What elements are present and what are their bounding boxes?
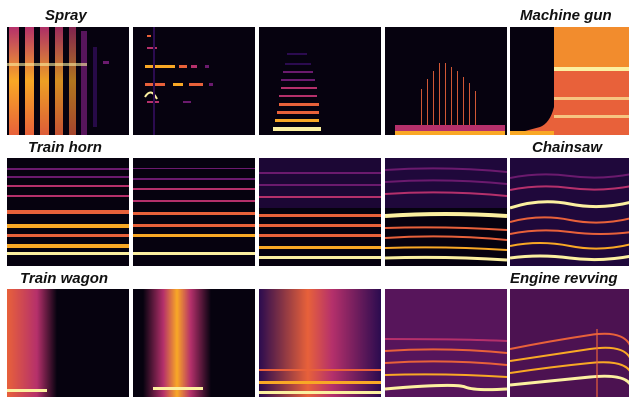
label-train-horn: Train horn bbox=[28, 139, 102, 156]
spectrogram-chainsaw-2 bbox=[510, 158, 629, 266]
label-engine-revving: Engine revving bbox=[510, 270, 618, 287]
spectrogram-spray-4 bbox=[385, 27, 507, 135]
label-spray: Spray bbox=[45, 7, 87, 24]
spectrogram-spray-2 bbox=[133, 27, 255, 135]
label-chainsaw: Chainsaw bbox=[532, 139, 603, 156]
spectrogram-spray-1 bbox=[7, 27, 129, 135]
spectrogram-machine-gun bbox=[510, 27, 629, 135]
spectrogram-train-horn-1 bbox=[7, 158, 129, 266]
label-machine-gun: Machine gun bbox=[520, 7, 612, 24]
spectrogram-train-wagon-3 bbox=[259, 289, 381, 397]
spectrogram-engine-revving-2 bbox=[510, 289, 629, 397]
label-train-wagon: Train wagon bbox=[20, 270, 109, 287]
spectrogram-chainsaw-1 bbox=[385, 158, 507, 266]
spectrogram-spray-3 bbox=[259, 27, 381, 135]
spectrogram-train-horn-3 bbox=[259, 158, 381, 266]
spectrogram-engine-revving-1 bbox=[385, 289, 507, 397]
spectrogram-train-wagon-1 bbox=[7, 289, 129, 397]
spectrogram-train-wagon-2 bbox=[133, 289, 255, 397]
spectrogram-train-horn-2 bbox=[133, 158, 255, 266]
